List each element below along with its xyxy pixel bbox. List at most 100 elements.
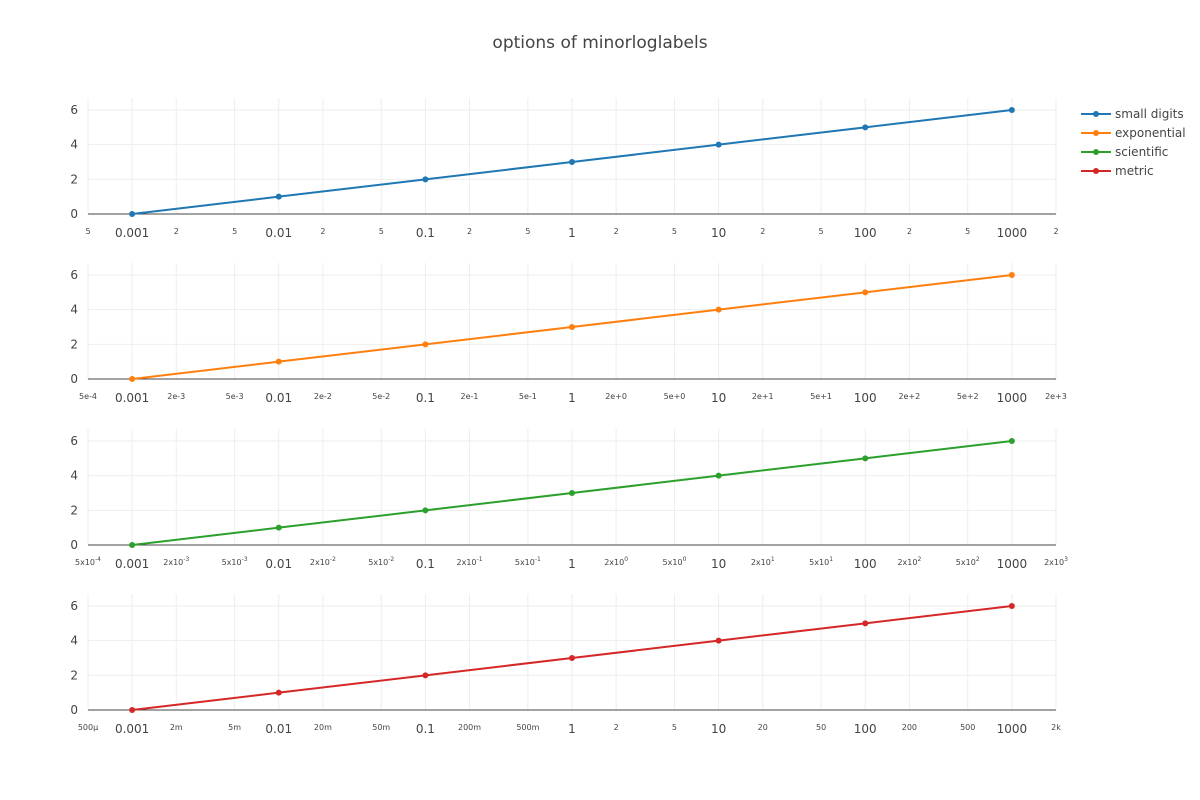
x-minor-tick-label: 50m (372, 723, 390, 732)
subplot-1: 0 2 4 6 0.001 0.01 0.1 1 10 100 1000 5 2 5 2 5 2 5 2 5 2 5 2 5 2 (70, 98, 1059, 240)
legend-label: scientific (1115, 145, 1168, 159)
y-tick-label: 4 (70, 634, 78, 648)
legend: small digits exponential scientific metric (1081, 107, 1186, 178)
x-minor-tick-label: 5x10-3 (222, 556, 248, 567)
x-major-tick-label: 0.01 (265, 391, 292, 405)
x-minor-tick-label: 2e+3 (1045, 392, 1067, 401)
x-minor-tick-label: 2x103 (1044, 556, 1068, 567)
x-major-tick-label: 1000 (997, 722, 1028, 736)
x-major-tick-label: 1 (568, 722, 576, 736)
x-minor-tick-label: 5 (525, 227, 530, 236)
subplot-3: 0 2 4 6 0.001 0.01 0.1 1 10 100 1000 5x10-4 2x10-3 5x… (70, 429, 1068, 571)
x-minor-tick-label: 2k (1051, 723, 1061, 732)
data-point (422, 507, 429, 514)
x-major-tick-label: 0.001 (115, 226, 149, 240)
legend-marker (1093, 111, 1099, 117)
data-point (715, 472, 722, 479)
chart-title: options of minorloglabels (492, 33, 708, 53)
x-minor-tick-label: 2 (907, 227, 912, 236)
y-tick-label: 4 (70, 469, 78, 483)
data-point (1008, 603, 1015, 609)
x-major-tick-label: 1000 (997, 391, 1028, 405)
x-minor-tick-label: 2 (467, 227, 472, 236)
x-major-tick-label: 0.001 (115, 557, 149, 571)
x-minor-tick-label: 5e-3 (226, 392, 244, 401)
data-point (422, 176, 429, 183)
x-major-tick-label: 100 (854, 557, 877, 571)
x-minor-tick-label: 2m (170, 723, 183, 732)
x-major-tick-label: 1000 (997, 226, 1028, 240)
x-major-tick-label: 0.001 (115, 391, 149, 405)
x-minor-tick-label: 50 (816, 723, 826, 732)
data-point (1008, 107, 1015, 113)
x-major-tick-label: 0.001 (115, 722, 149, 736)
x-minor-tick-label: 5x102 (956, 556, 980, 567)
x-minor-tick-label: 5x10-1 (515, 556, 541, 567)
x-minor-tick-label: 2e-1 (461, 392, 479, 401)
subplot-4: 0 2 4 6 0.001 0.01 0.1 1 10 100 1000 500μ 2m 5m 20m 50m… (70, 594, 1061, 736)
data-point (422, 672, 429, 679)
x-minor-tick-label: 20 (758, 723, 768, 732)
y-tick-label: 2 (70, 337, 78, 351)
y-tick-label: 6 (70, 599, 78, 613)
data-point (275, 524, 282, 531)
x-minor-tick-label: 500 (960, 723, 975, 732)
data-point (569, 490, 575, 496)
y-tick-label: 0 (70, 538, 78, 552)
data-point (715, 637, 722, 644)
x-minor-tick-label: 2x10-3 (163, 556, 189, 567)
data-point (569, 159, 575, 165)
x-minor-tick-label: 5 (672, 723, 677, 732)
data-point (1008, 272, 1015, 278)
data-point (422, 341, 429, 348)
data-point (275, 689, 282, 696)
data-point (862, 455, 869, 462)
data-point (275, 358, 282, 365)
x-major-tick-label: 1000 (997, 557, 1028, 571)
x-major-tick-label: 100 (854, 391, 877, 405)
data-point (862, 620, 869, 627)
data-point (862, 289, 869, 296)
x-minor-tick-label: 2x101 (751, 556, 775, 567)
x-minor-tick-label: 5e+1 (810, 392, 832, 401)
data-point (1008, 438, 1015, 444)
x-minor-tick-label: 2e+1 (752, 392, 774, 401)
y-tick-label: 4 (70, 138, 78, 152)
x-minor-tick-label: 5 (965, 227, 970, 236)
x-minor-tick-label: 5x10-2 (368, 556, 394, 567)
x-major-tick-label: 0.01 (265, 722, 292, 736)
x-minor-tick-label: 5e+2 (957, 392, 979, 401)
x-minor-tick-label: 5x10-4 (75, 556, 101, 567)
data-point (715, 141, 722, 148)
y-tick-label: 6 (70, 268, 78, 282)
x-minor-tick-label: 5 (379, 227, 384, 236)
x-minor-tick-label: 2x10-2 (310, 556, 336, 567)
x-minor-tick-label: 2 (174, 227, 179, 236)
data-point (715, 306, 722, 313)
x-minor-tick-label: 2x102 (897, 556, 921, 567)
x-major-tick-label: 1 (568, 557, 576, 571)
x-minor-tick-label: 2x10-1 (457, 556, 483, 567)
x-minor-tick-label: 2 (614, 227, 619, 236)
y-tick-label: 2 (70, 503, 78, 517)
x-minor-tick-label: 5 (85, 227, 90, 236)
y-tick-label: 0 (70, 372, 78, 386)
x-minor-tick-label: 2 (614, 723, 619, 732)
legend-label: exponential (1115, 126, 1186, 140)
x-minor-tick-label: 2 (320, 227, 325, 236)
x-minor-tick-label: 2 (760, 227, 765, 236)
x-minor-tick-label: 5e+0 (664, 392, 686, 401)
legend-marker (1093, 130, 1099, 136)
x-major-tick-label: 0.1 (416, 722, 435, 736)
x-minor-tick-label: 2 (1053, 227, 1058, 236)
x-minor-tick-label: 5 (672, 227, 677, 236)
legend-marker (1093, 168, 1099, 174)
data-point (129, 542, 136, 548)
y-tick-label: 2 (70, 668, 78, 682)
x-minor-tick-label: 2e+2 (898, 392, 920, 401)
x-major-tick-label: 100 (854, 722, 877, 736)
x-major-tick-label: 0.1 (416, 226, 435, 240)
subplot-2: 0 2 4 6 0.001 0.01 0.1 1 10 100 1000 5e-4 2e-3 5e-3 2e… (70, 263, 1067, 405)
data-point (129, 376, 136, 382)
legend-marker (1093, 149, 1099, 155)
